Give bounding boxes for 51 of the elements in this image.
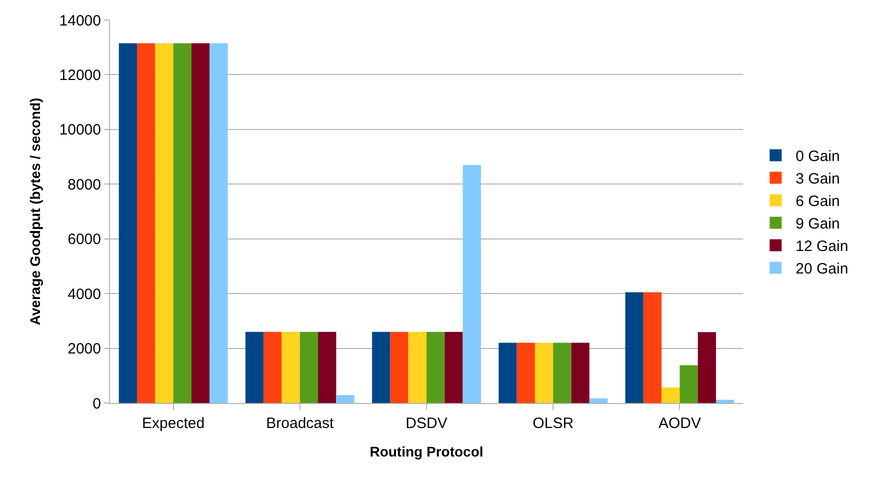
bar: [282, 332, 300, 403]
legend-label: 6 Gain: [796, 193, 840, 210]
x-tick-label: Expected: [142, 415, 205, 432]
legend-label: 3 Gain: [796, 170, 840, 188]
bar: [516, 342, 535, 403]
bar: [716, 400, 734, 403]
bar: [625, 292, 644, 403]
bar: [662, 387, 680, 403]
y-tick-label: 8000: [68, 176, 101, 194]
bar: [643, 292, 662, 403]
y-tick-label: 12000: [59, 66, 101, 84]
bar: [372, 332, 390, 403]
bar: [408, 332, 426, 403]
bar: [390, 332, 408, 403]
legend-label: 0 Gain: [796, 148, 840, 166]
legend-label: 12 Gain: [796, 238, 848, 256]
bar: [698, 332, 716, 403]
bar: [426, 332, 445, 403]
bar: [300, 332, 318, 403]
bar: [210, 43, 228, 403]
bar: [589, 398, 608, 403]
bar: [264, 332, 282, 403]
legend-label: 20 Gain: [796, 260, 848, 278]
bar: [336, 395, 354, 403]
bar: [444, 332, 463, 403]
y-tick-label: 4000: [68, 286, 101, 303]
x-tick-label: AODV: [658, 415, 701, 432]
bar: [137, 43, 156, 403]
bar: [680, 365, 698, 403]
bar: [191, 43, 210, 403]
bar: [553, 342, 572, 403]
y-tick-label: 0: [92, 395, 101, 412]
bar: [534, 342, 554, 403]
x-tick-label: Broadcast: [266, 415, 334, 432]
y-tick-label: 14000: [59, 12, 101, 30]
bar: [155, 43, 174, 403]
x-axis-title: Routing Protocol: [370, 443, 484, 460]
y-tick-label: 10000: [59, 122, 101, 139]
y-tick-label: 2000: [68, 340, 101, 358]
bar: [318, 332, 336, 403]
bar: [173, 43, 192, 403]
y-tick-label: 6000: [68, 231, 101, 248]
x-tick-label: OLSR: [532, 415, 574, 432]
bar: [462, 164, 481, 403]
bar: [498, 342, 517, 403]
bar: [571, 342, 590, 403]
legend-label: 9 Gain: [796, 216, 840, 233]
y-axis-title: Average Goodput (bytes / second): [26, 98, 43, 326]
x-tick-label: DSDV: [406, 415, 448, 432]
bar: [245, 332, 264, 403]
bar: [118, 43, 138, 403]
